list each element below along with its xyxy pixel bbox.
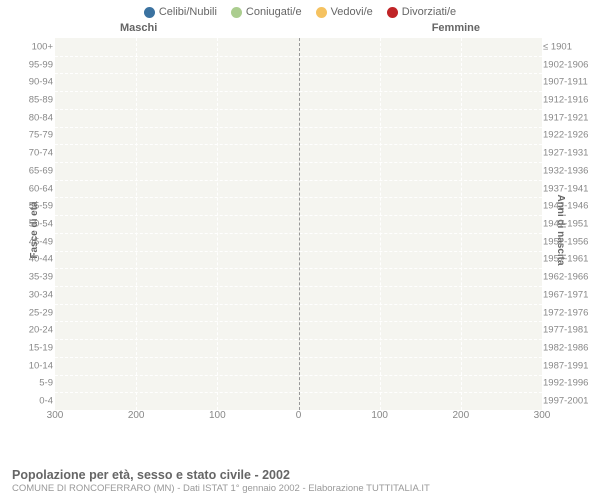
x-tick: 200	[452, 410, 469, 421]
birth-tick: 1902-1906	[543, 60, 596, 70]
birth-ticks: ≤ 1901 1902-1906 1907-1911 1912-1916 1917-19…	[541, 38, 596, 410]
chart-area: Maschi Femmine Fasce di età Anni di nasc…	[0, 20, 600, 440]
birth-tick: 1912-1916	[543, 95, 596, 105]
age-tick: 70-74	[20, 148, 53, 158]
age-ticks: 100+ 95-99 90-94 85-89 80-84 75-79 70-74 65-69 6…	[20, 38, 55, 410]
birth-tick: 1942-1946	[543, 202, 596, 212]
legend: Celibi/Nubili Coniugati/e Vedovi/e Divorzia…	[0, 0, 600, 20]
x-tick: 100	[371, 410, 388, 421]
age-tick: 20-24	[20, 326, 53, 336]
birth-tick: 1952-1956	[543, 237, 596, 247]
header-male: Maschi	[120, 22, 157, 34]
age-tick: 60-64	[20, 184, 53, 194]
legend-label: Vedovi/e	[331, 6, 373, 18]
birth-tick: 1917-1921	[543, 113, 596, 123]
pyramid-chart: Celibi/Nubili Coniugati/e Vedovi/e Divorzia…	[0, 0, 600, 500]
legend-item: Vedovi/e	[316, 6, 373, 18]
x-tick: 300	[534, 410, 551, 421]
legend-swatch	[387, 7, 398, 18]
birth-tick: 1997-2001	[543, 396, 596, 406]
age-tick: 95-99	[20, 60, 53, 70]
x-gridline	[136, 38, 137, 410]
chart-subtitle: COMUNE DI RONCOFERRARO (MN) - Dati ISTAT…	[12, 483, 588, 494]
legend-item: Divorziati/e	[387, 6, 456, 18]
legend-item: Celibi/Nubili	[144, 6, 217, 18]
birth-tick: 1977-1981	[543, 326, 596, 336]
legend-label: Divorziati/e	[402, 6, 456, 18]
center-line	[299, 38, 300, 410]
legend-label: Celibi/Nubili	[159, 6, 217, 18]
age-tick: 25-29	[20, 308, 53, 318]
footer: Popolazione per età, sesso e stato civil…	[12, 468, 588, 494]
plot-area	[55, 38, 542, 410]
birth-tick: 1967-1971	[543, 290, 596, 300]
legend-swatch	[144, 7, 155, 18]
age-tick: 0-4	[20, 396, 53, 406]
age-tick: 40-44	[20, 255, 53, 265]
chart-title: Popolazione per età, sesso e stato civil…	[12, 468, 588, 482]
age-tick: 55-59	[20, 202, 53, 212]
legend-swatch	[231, 7, 242, 18]
birth-tick: 1927-1931	[543, 148, 596, 158]
birth-tick: 1907-1911	[543, 78, 596, 88]
age-tick: 15-19	[20, 343, 53, 353]
x-tick: 0	[296, 410, 302, 421]
age-tick: 90-94	[20, 78, 53, 88]
x-gridline	[217, 38, 218, 410]
age-tick: 35-39	[20, 272, 53, 282]
birth-tick: 1982-1986	[543, 343, 596, 353]
age-tick: 30-34	[20, 290, 53, 300]
age-tick: 100+	[20, 42, 53, 52]
x-gridline	[380, 38, 381, 410]
birth-tick: 1922-1926	[543, 131, 596, 141]
header-female: Femmine	[432, 22, 480, 34]
birth-tick: 1992-1996	[543, 379, 596, 389]
age-tick: 75-79	[20, 131, 53, 141]
x-axis: 3002001000100200300	[55, 410, 542, 430]
legend-item: Coniugati/e	[231, 6, 302, 18]
birth-tick: 1962-1966	[543, 272, 596, 282]
birth-tick: ≤ 1901	[543, 42, 596, 52]
legend-label: Coniugati/e	[246, 6, 302, 18]
legend-swatch	[316, 7, 327, 18]
x-gridline	[461, 38, 462, 410]
birth-tick: 1957-1961	[543, 255, 596, 265]
birth-tick: 1947-1951	[543, 219, 596, 229]
age-tick: 65-69	[20, 166, 53, 176]
age-tick: 10-14	[20, 361, 53, 371]
age-tick: 5-9	[20, 379, 53, 389]
age-tick: 50-54	[20, 219, 53, 229]
birth-tick: 1972-1976	[543, 308, 596, 318]
gender-headers: Maschi Femmine	[0, 20, 600, 38]
age-tick: 80-84	[20, 113, 53, 123]
birth-tick: 1932-1936	[543, 166, 596, 176]
birth-tick: 1987-1991	[543, 361, 596, 371]
birth-tick: 1937-1941	[543, 184, 596, 194]
age-tick: 45-49	[20, 237, 53, 247]
age-tick: 85-89	[20, 95, 53, 105]
x-tick: 300	[47, 410, 64, 421]
x-tick: 100	[209, 410, 226, 421]
x-tick: 200	[128, 410, 145, 421]
